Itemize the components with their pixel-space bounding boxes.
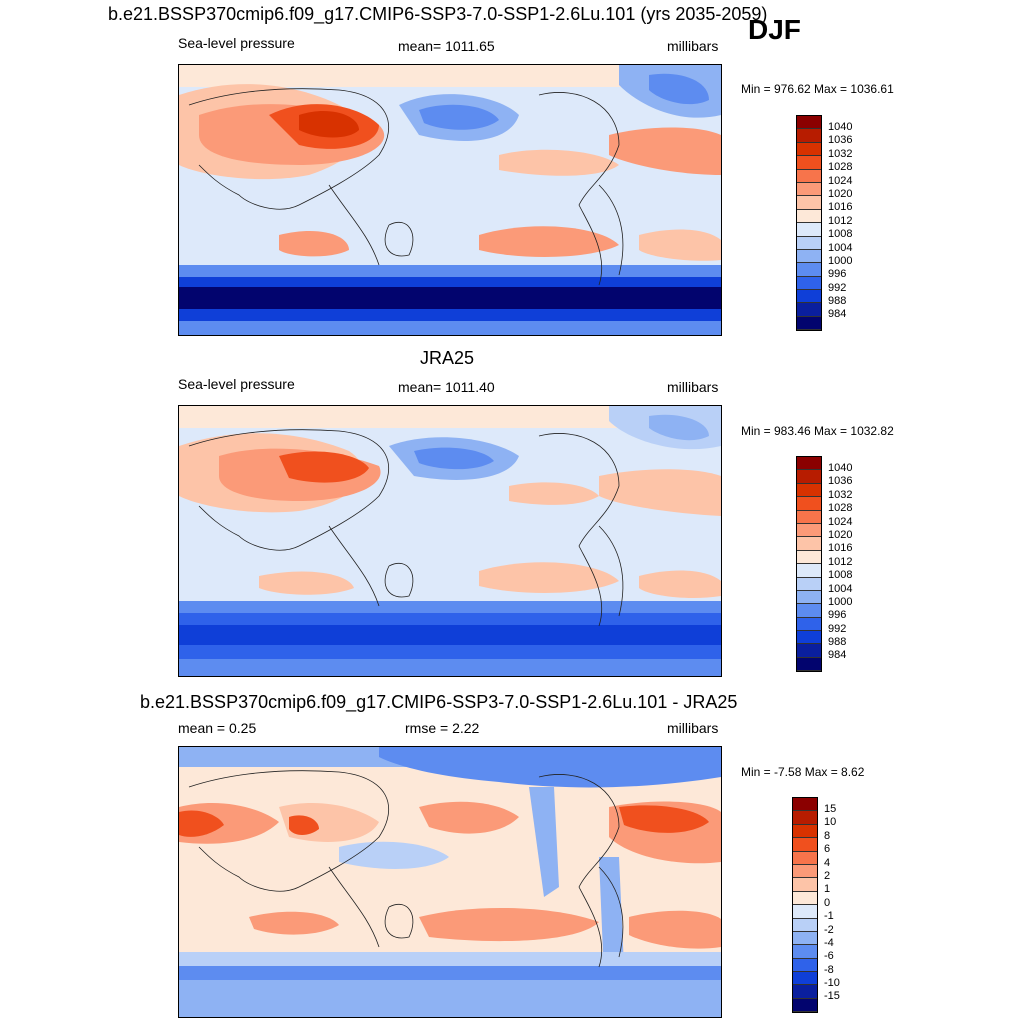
panel3-colorbar [792, 797, 818, 1014]
panel3-rmse-label: rmse = 2.22 [405, 720, 480, 736]
panel1-minmax: Min = 976.62 Max = 1036.61 [741, 82, 894, 96]
figure-title: b.e21.BSSP370cmip6.f09_g17.CMIP6-SSP3-7.… [108, 4, 768, 24]
panel2-title: JRA25 [420, 348, 475, 368]
panel2-colorbar [796, 456, 822, 673]
panel2-minmax: Min = 983.46 Max = 1032.82 [741, 424, 894, 438]
panel1-units-label: millibars [667, 38, 719, 54]
panel1-colorbar-labels: 1040 1036 1032 1028 1024 1020 1016 1012 1008… [828, 121, 853, 321]
panel1-map [178, 64, 722, 336]
panel2-map [178, 405, 722, 677]
panel1-left-label: Sea-level pressure [178, 35, 295, 51]
panel2-mean-label: mean= 1011.40 [398, 379, 495, 395]
panel3-units-label: millibars [667, 720, 719, 736]
panel1-mean-label: mean= 1011.65 [398, 38, 495, 54]
panel3-title: b.e21.BSSP370cmip6.f09_g17.CMIP6-SSP3-7.… [140, 692, 738, 712]
panel3-mean-label: mean = 0.25 [178, 720, 257, 736]
panel2-units-label: millibars [667, 379, 719, 395]
panel1-colorbar [796, 115, 822, 332]
panel2-left-label: Sea-level pressure [178, 376, 295, 392]
panel2-colorbar-labels: 1040 1036 1032 1028 1024 1020 1016 1012 1008… [828, 462, 853, 662]
panel3-minmax: Min = -7.58 Max = 8.62 [741, 765, 865, 779]
panel3-map [178, 746, 722, 1018]
season-label: DJF [748, 14, 801, 45]
